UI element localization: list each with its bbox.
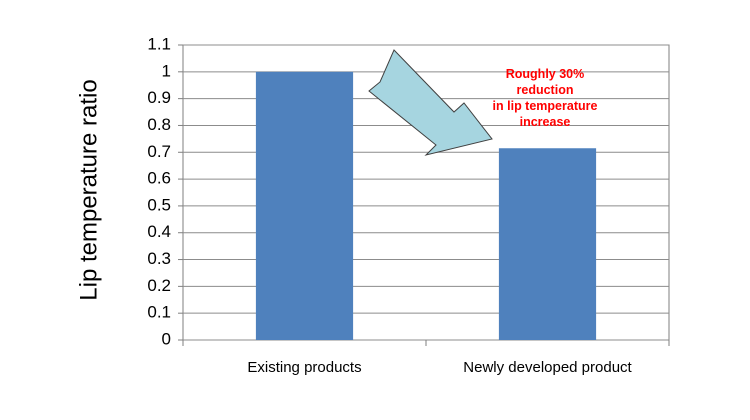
y-tick-label: 1.1	[147, 34, 171, 53]
down-right-arrow-icon	[368, 49, 493, 156]
y-tick-label: 0.3	[147, 249, 171, 268]
y-tick-label: 0.9	[147, 88, 171, 107]
y-tick-label: 0.7	[147, 142, 171, 161]
y-tick-label: 1	[162, 61, 171, 80]
bar	[498, 148, 597, 340]
annotation-line: Roughly 30%	[506, 67, 585, 81]
y-tick-label: 0.6	[147, 169, 171, 188]
category-label: Existing products	[247, 359, 361, 376]
y-axis-label: Lip temperature ratio	[75, 79, 102, 300]
bar	[255, 71, 354, 341]
y-tick-label: 0.1	[147, 303, 171, 322]
annotation-line: increase	[520, 115, 571, 129]
annotation-line: in lip temperature	[493, 99, 598, 113]
y-tick-labels: 0 0.1 0.2 0.3 0.4 0.5 0.6 0.7 0.8 0.9 1 1.1	[147, 34, 171, 348]
y-tick-label: 0.8	[147, 115, 171, 134]
y-tick-label: 0.2	[147, 276, 171, 295]
annotation-line: reduction	[517, 83, 574, 97]
y-tick-label: 0	[162, 329, 171, 348]
y-tick-label: 0.5	[147, 195, 171, 214]
annotation-text: Roughly 30% reduction in lip temperature in…	[493, 67, 598, 129]
category-label: Newly developed product	[463, 359, 632, 376]
y-tick-label: 0.4	[147, 222, 171, 241]
category-labels: Existing products Newly developed product	[247, 359, 632, 376]
bars	[255, 71, 597, 341]
